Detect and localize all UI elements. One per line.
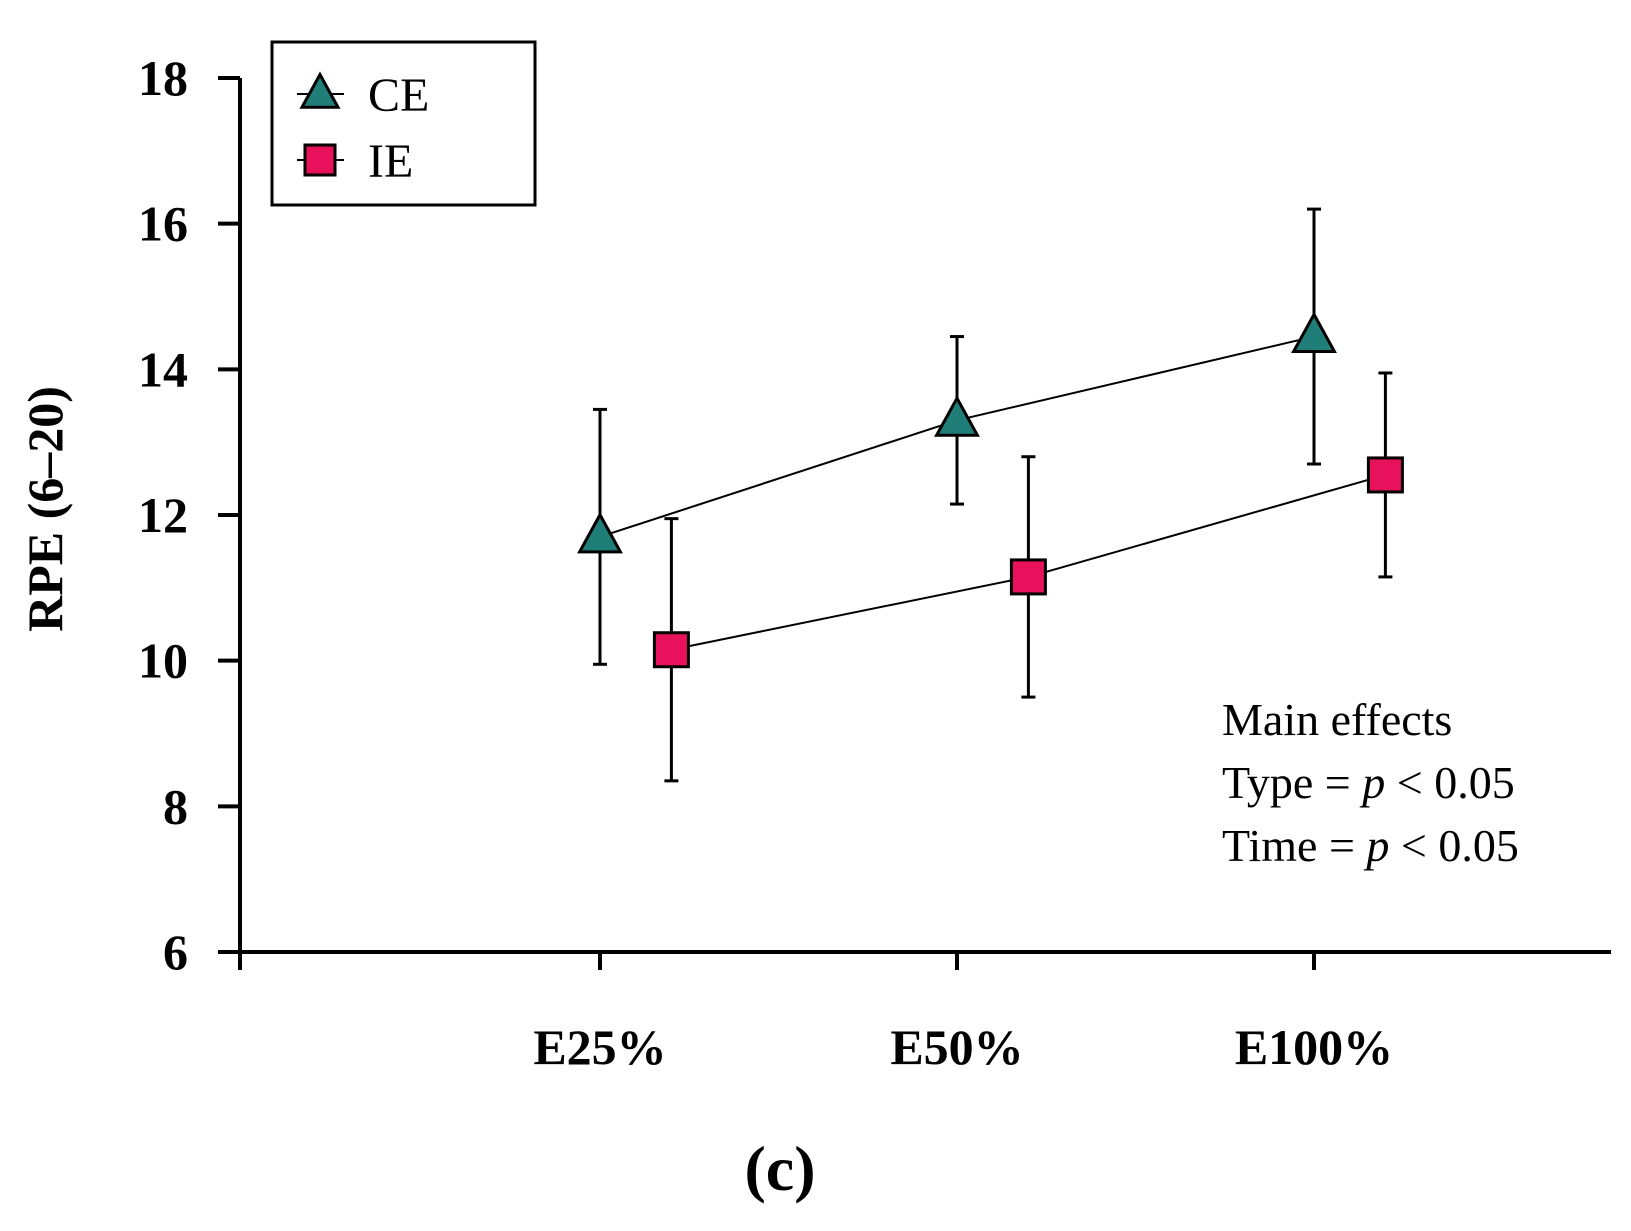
legend-box	[270, 40, 537, 207]
series-layer	[577, 207, 1404, 783]
data-point-ce	[1291, 311, 1337, 354]
panel-label: (c)	[744, 1133, 815, 1204]
legend-items: CE IE	[297, 69, 429, 188]
y-tick-label: 16	[138, 196, 188, 252]
y-axis-title: RPE (6–20)	[17, 386, 73, 632]
legend-marker	[299, 71, 341, 109]
y-tick-label: 14	[138, 341, 188, 397]
y-tick-label: 18	[138, 50, 188, 106]
x-tick-label: E50%	[890, 1019, 1023, 1075]
series-ce	[577, 207, 1337, 666]
annotation-time-label: Time =	[1222, 820, 1366, 871]
x-tick-label: E100%	[1235, 1019, 1393, 1075]
annotation-type-rest: < 0.05	[1385, 757, 1514, 808]
legend-label: CE	[368, 69, 429, 122]
axes	[220, 78, 1611, 970]
legend: CE IE	[270, 40, 537, 207]
legend-label: IE	[368, 135, 413, 188]
x-tick-label: E25%	[533, 1019, 666, 1075]
annotation-heading: Main effects	[1222, 694, 1452, 745]
annotation-time-rest: < 0.05	[1389, 820, 1518, 871]
data-point-ie	[652, 631, 690, 669]
data-point-ce	[934, 395, 980, 437]
main-effects-annotation: Main effects Type = p < 0.05 Time = p < …	[1222, 694, 1519, 871]
annotation-time-line: Time = p < 0.05	[1222, 820, 1519, 871]
data-point-ie	[1366, 456, 1404, 494]
x-ticks: E25% E50% E100%	[533, 952, 1393, 1075]
legend-marker	[303, 143, 337, 177]
annotation-type-label: Type =	[1222, 757, 1362, 808]
series-ie	[652, 371, 1404, 783]
annotation-type-line: Type = p < 0.05	[1222, 757, 1515, 808]
y-tick-label: 8	[163, 778, 188, 834]
y-ticks: 6 8 10 12 14 16 18	[138, 50, 240, 980]
legend-item-ie: IE	[297, 135, 413, 188]
annotation-type-p: p	[1359, 757, 1385, 808]
y-tick-label: 12	[138, 487, 188, 543]
y-tick-label: 6	[163, 924, 188, 980]
annotation-time-p: p	[1363, 820, 1389, 871]
data-point-ce	[577, 511, 623, 554]
y-tick-label: 10	[138, 633, 188, 689]
data-point-ie	[1009, 558, 1047, 596]
legend-item-ce: CE	[297, 69, 429, 122]
